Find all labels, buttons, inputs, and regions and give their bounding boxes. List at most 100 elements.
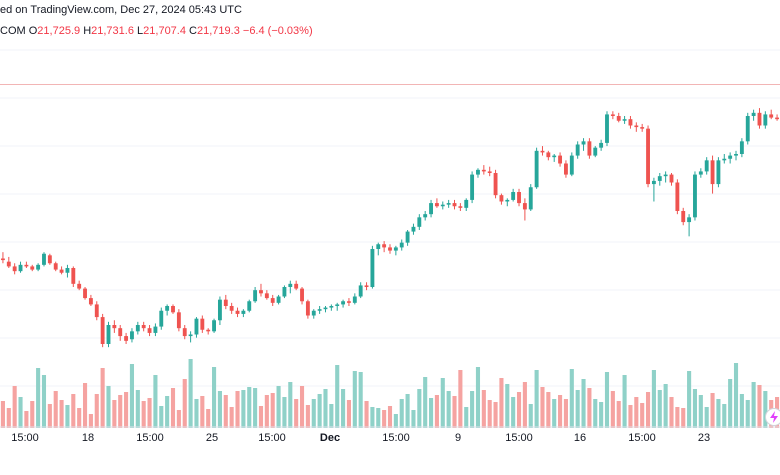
candle-body — [716, 160, 721, 185]
candle-body — [364, 285, 369, 287]
volume-bar — [569, 369, 574, 428]
candle-body — [558, 155, 563, 164]
candle-body — [194, 318, 199, 335]
candle-body — [12, 266, 17, 272]
volume-bar — [493, 402, 498, 428]
low-label: L — [137, 25, 144, 37]
candle-body — [329, 306, 334, 308]
volume-bar — [687, 371, 692, 428]
candle-body — [487, 171, 492, 173]
candle-body — [493, 173, 498, 196]
volume-bar — [393, 414, 398, 428]
volume-bar — [6, 408, 11, 428]
volume-bar — [546, 392, 551, 428]
volume-bar — [276, 386, 281, 428]
x-tick-label: 15:00 — [628, 432, 656, 444]
volume-bar — [640, 403, 645, 428]
volume-bar — [675, 407, 680, 428]
low-value: 21,707.4 — [143, 25, 186, 37]
candle-body — [628, 119, 633, 126]
candle-body — [575, 144, 580, 156]
candle-body — [458, 206, 463, 208]
volume-bar — [399, 399, 404, 428]
candle-body — [94, 304, 99, 318]
volume-bar — [24, 411, 29, 428]
volume-bar — [387, 406, 393, 428]
candle-body — [36, 264, 41, 270]
candle-body — [171, 306, 175, 313]
candle-body — [769, 114, 774, 118]
candle-body — [739, 141, 744, 154]
candle-body — [352, 296, 357, 303]
volume-bar — [728, 379, 733, 428]
volume-bar — [329, 404, 334, 428]
volume-bar — [153, 375, 158, 428]
volume-bar — [452, 396, 457, 428]
candle-body — [282, 287, 287, 297]
candle-body — [775, 117, 780, 120]
volume-bar — [364, 401, 369, 428]
volume-bar — [341, 389, 346, 428]
candle-body — [18, 264, 23, 272]
volume-bar — [305, 405, 310, 428]
volume-bar — [522, 382, 527, 428]
candle-body — [646, 128, 650, 185]
candle-body — [722, 158, 727, 161]
lightning-icon[interactable] — [765, 408, 780, 426]
volume-bar — [382, 410, 387, 428]
candle-body — [751, 112, 756, 116]
candle-body — [135, 325, 140, 332]
volume-bar — [739, 394, 744, 428]
candle-body — [476, 169, 480, 175]
candle-body — [593, 147, 598, 156]
candle-body — [347, 301, 351, 303]
candle-body — [434, 203, 439, 207]
candle-body — [587, 141, 592, 156]
ohlc-legend: COM O21,725.9 H21,731.6 L21,707.4 C21,71… — [0, 25, 313, 37]
volume-bar — [352, 371, 357, 428]
volume-bar — [182, 379, 187, 428]
volume-bar — [610, 391, 615, 428]
volume-bar — [12, 386, 17, 428]
volume-bar — [264, 395, 269, 428]
volume-bar — [716, 399, 721, 428]
candle-body — [382, 244, 387, 248]
volume-bar — [587, 388, 592, 428]
candle-body — [311, 310, 316, 316]
volume-bar — [757, 385, 762, 428]
candle-body — [698, 171, 703, 175]
volume-bar — [475, 367, 481, 428]
volume-bar — [634, 397, 639, 428]
candle-body — [159, 310, 164, 327]
volume-bar — [669, 397, 674, 428]
volume-bar — [663, 384, 668, 428]
volume-bar — [77, 408, 82, 428]
candle-body — [552, 155, 557, 158]
publish-caption-text: ed on TradingView.com, Dec 27, 2024 05:4… — [0, 4, 242, 16]
volume-bar — [358, 372, 363, 428]
volume-bar — [528, 404, 533, 428]
volume-bar — [376, 408, 381, 428]
volume-bar — [710, 393, 715, 428]
close-value: 21,719.3 — [197, 25, 240, 37]
volume-bar — [176, 410, 181, 428]
candle-body — [235, 310, 240, 314]
candle-body — [300, 288, 304, 302]
volume-bar — [722, 404, 727, 428]
volume-bar — [628, 405, 633, 428]
candle-body — [118, 328, 123, 337]
volume-bar — [135, 390, 140, 428]
x-tick-label: 15:00 — [382, 432, 410, 444]
volume-bar — [141, 401, 146, 428]
volume-bar — [552, 399, 557, 428]
volume-bar — [698, 395, 703, 428]
volume-bar — [317, 394, 322, 428]
candle-body — [317, 309, 322, 311]
candle-body — [6, 261, 11, 267]
volume-bar — [217, 391, 222, 428]
volume-bar — [593, 399, 598, 428]
volume-bar — [270, 393, 275, 428]
volume-bar — [470, 391, 475, 428]
